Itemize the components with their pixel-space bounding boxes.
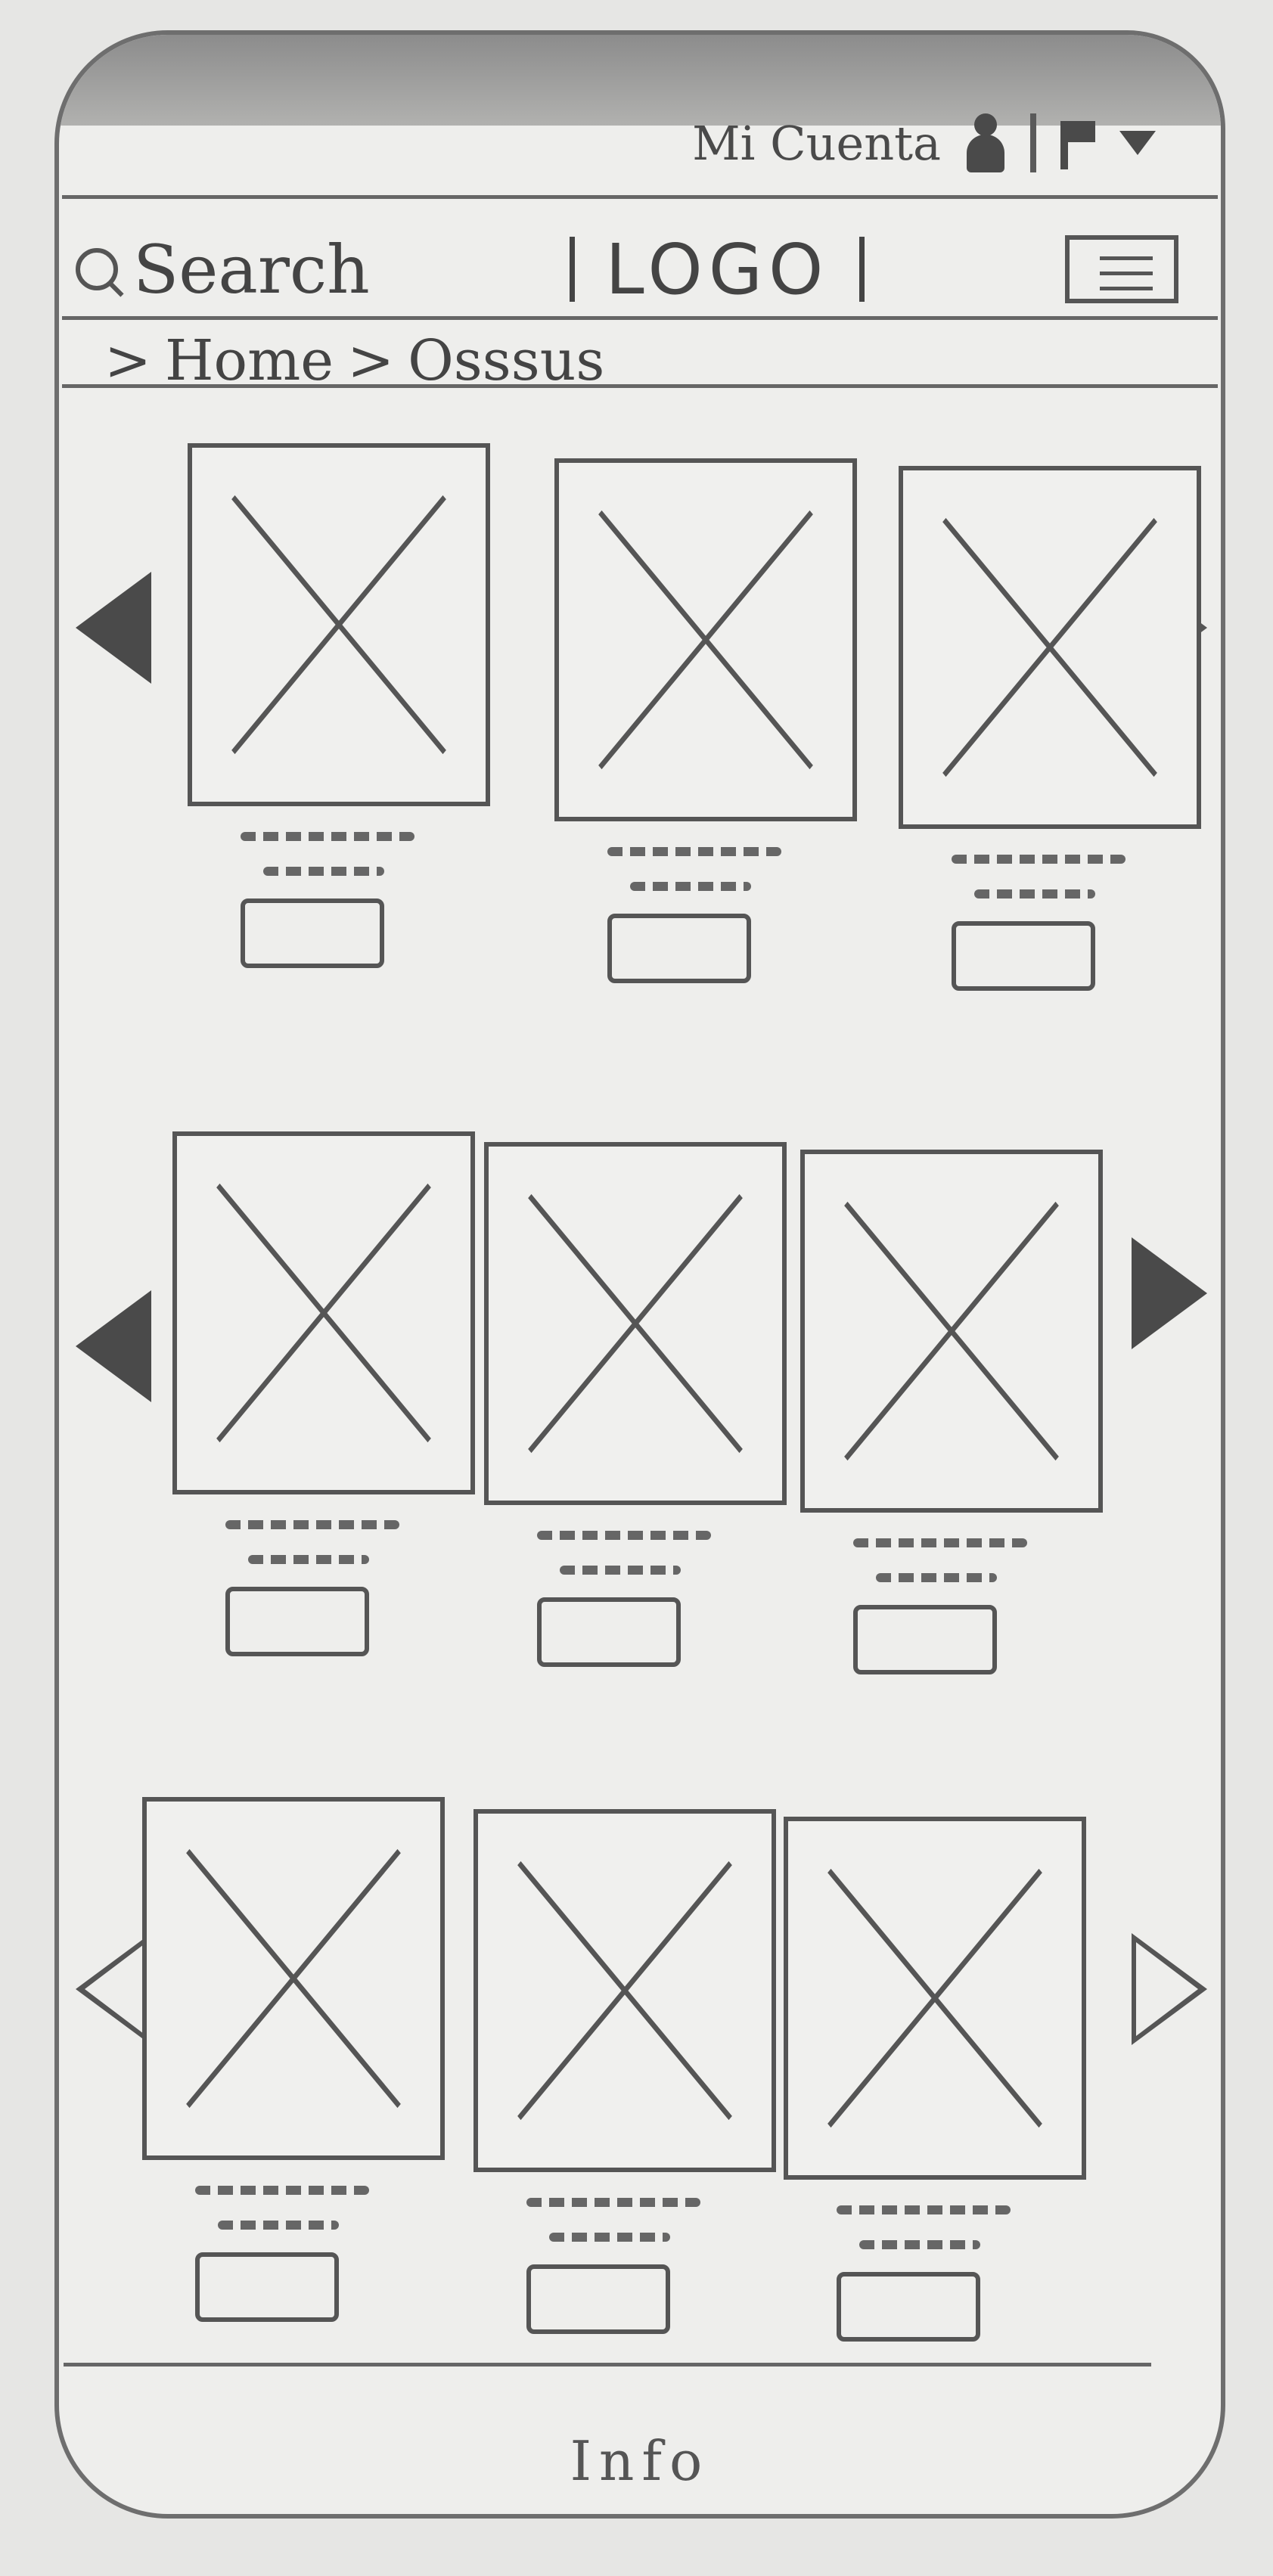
product-button[interactable] bbox=[225, 1587, 369, 1656]
logo: LOGO bbox=[605, 228, 830, 310]
product-price-placeholder bbox=[218, 2221, 339, 2230]
product-button[interactable] bbox=[837, 2272, 980, 2342]
product-title-placeholder bbox=[526, 2198, 700, 2207]
breadcrumb-home[interactable]: Home bbox=[165, 328, 334, 393]
product-image[interactable] bbox=[899, 466, 1201, 829]
product-card bbox=[188, 443, 490, 968]
account-label: Mi Cuenta bbox=[692, 115, 941, 171]
product-button[interactable] bbox=[526, 2264, 670, 2334]
product-title-placeholder bbox=[195, 2186, 369, 2195]
product-button[interactable] bbox=[607, 914, 751, 983]
product-button[interactable] bbox=[952, 921, 1095, 991]
carousel-1 bbox=[59, 413, 1221, 1063]
product-card bbox=[784, 1817, 1086, 2342]
product-title-placeholder bbox=[837, 2205, 1011, 2214]
product-title-placeholder bbox=[537, 1531, 711, 1540]
carousel-right-arrow[interactable] bbox=[1132, 1933, 1207, 2045]
product-title-placeholder bbox=[853, 1538, 1027, 1547]
nav-separator bbox=[62, 316, 1218, 320]
placeholder-x-icon bbox=[517, 1861, 732, 2121]
placeholder-x-icon bbox=[231, 495, 446, 755]
product-image[interactable] bbox=[188, 443, 490, 806]
product-card bbox=[142, 1797, 445, 2322]
breadcrumb-separator bbox=[62, 384, 1218, 388]
product-price-placeholder bbox=[263, 867, 384, 876]
product-image[interactable] bbox=[473, 1809, 776, 2172]
product-card bbox=[554, 458, 857, 983]
product-title-placeholder bbox=[241, 832, 415, 841]
breadcrumb-arrow-icon: > bbox=[347, 328, 395, 393]
breadcrumb-current: Osssus bbox=[408, 328, 605, 393]
placeholder-x-icon bbox=[827, 1868, 1042, 2128]
product-title-placeholder bbox=[952, 855, 1126, 864]
placeholder-x-icon bbox=[598, 510, 813, 770]
carousel-left-arrow[interactable] bbox=[76, 1933, 151, 2045]
placeholder-x-icon bbox=[528, 1193, 743, 1454]
search-icon[interactable] bbox=[76, 248, 124, 297]
product-price-placeholder bbox=[974, 889, 1095, 898]
product-price-placeholder bbox=[630, 882, 751, 891]
carousel-3 bbox=[59, 1797, 1221, 2447]
placeholder-x-icon bbox=[844, 1201, 1059, 1461]
product-card bbox=[899, 466, 1201, 991]
product-button[interactable] bbox=[537, 1597, 681, 1667]
product-title-placeholder bbox=[225, 1520, 399, 1529]
product-card bbox=[473, 1809, 776, 2334]
header-divider bbox=[1030, 113, 1036, 172]
product-price-placeholder bbox=[859, 2240, 980, 2249]
product-image[interactable] bbox=[142, 1797, 445, 2160]
product-image[interactable] bbox=[484, 1142, 787, 1505]
phone-frame: Mi Cuenta Search LOGO bbox=[54, 30, 1225, 2519]
account-area[interactable]: Mi Cuenta bbox=[692, 113, 1156, 172]
carousel-left-arrow[interactable] bbox=[76, 1290, 151, 1402]
product-price-placeholder bbox=[248, 1555, 369, 1564]
logo-separator-left bbox=[570, 237, 576, 302]
header-separator bbox=[62, 195, 1218, 199]
product-image[interactable] bbox=[800, 1150, 1103, 1513]
product-button[interactable] bbox=[195, 2252, 339, 2322]
dropdown-arrow-icon[interactable] bbox=[1119, 131, 1156, 155]
product-card bbox=[800, 1150, 1103, 1674]
placeholder-x-icon bbox=[942, 517, 1157, 777]
carousel-left-arrow[interactable] bbox=[76, 572, 151, 684]
search-label: Search bbox=[133, 230, 370, 309]
footer-separator bbox=[64, 2363, 1151, 2367]
top-nav: Search LOGO bbox=[76, 216, 1204, 322]
placeholder-x-icon bbox=[216, 1183, 431, 1443]
logo-group: LOGO bbox=[570, 229, 865, 310]
search-control[interactable]: Search bbox=[76, 231, 370, 309]
placeholder-x-icon bbox=[186, 1848, 401, 2109]
product-image[interactable] bbox=[554, 458, 857, 821]
footer-info: Info bbox=[570, 2429, 710, 2493]
user-icon[interactable] bbox=[962, 113, 1009, 172]
product-card bbox=[484, 1142, 787, 1667]
flag-icon[interactable] bbox=[1057, 116, 1098, 169]
product-card bbox=[172, 1131, 475, 1656]
logo-separator-right bbox=[859, 237, 865, 302]
menu-button[interactable] bbox=[1065, 235, 1178, 303]
product-image[interactable] bbox=[784, 1817, 1086, 2180]
product-button[interactable] bbox=[241, 898, 384, 968]
product-title-placeholder bbox=[607, 847, 781, 856]
carousel-right-arrow[interactable] bbox=[1132, 1237, 1207, 1349]
breadcrumb: > Home > Osssus bbox=[104, 328, 604, 393]
product-price-placeholder bbox=[876, 1573, 997, 1582]
breadcrumb-arrow-icon: > bbox=[104, 328, 152, 393]
product-price-placeholder bbox=[549, 2233, 670, 2242]
top-bar-decoration bbox=[59, 35, 1221, 126]
product-button[interactable] bbox=[853, 1605, 997, 1674]
carousel-2 bbox=[59, 1131, 1221, 1782]
product-image[interactable] bbox=[172, 1131, 475, 1494]
product-price-placeholder bbox=[560, 1566, 681, 1575]
